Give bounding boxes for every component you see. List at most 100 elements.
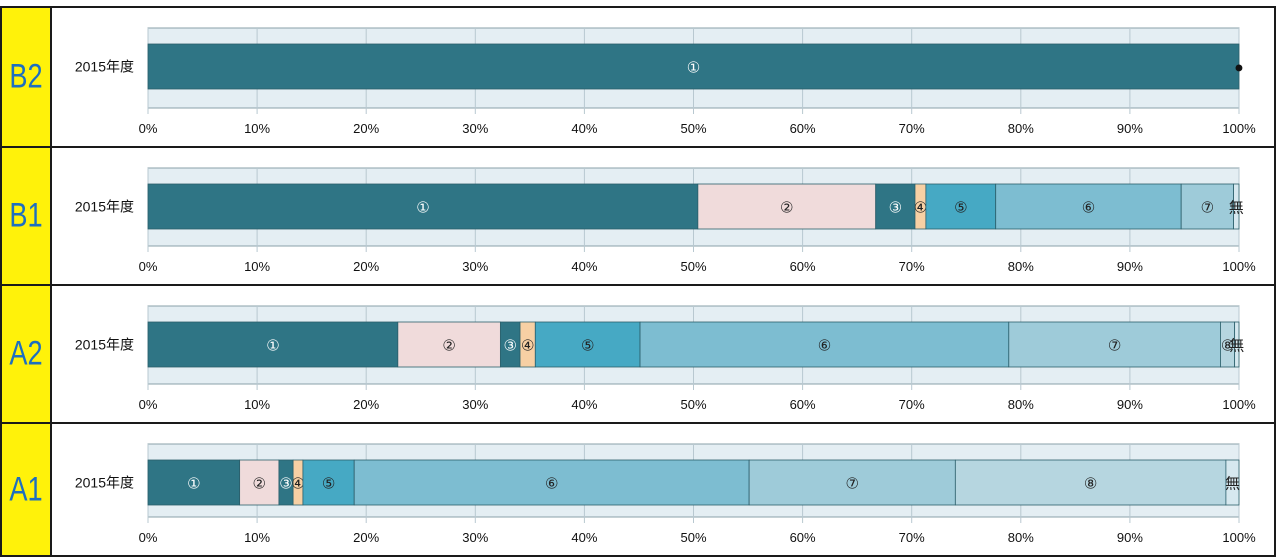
x-tick-label: 90% xyxy=(1117,530,1143,545)
chart-panel-a2: A2 0% 10% 20% 30% 40% 50% 60% 70% 80% 90% 100% 2015年… xyxy=(0,284,1276,424)
x-tick-label: 100% xyxy=(1222,530,1256,545)
x-tick-label: 50% xyxy=(680,397,706,412)
x-tick-label: 40% xyxy=(571,397,597,412)
panel-level-tag: A1 xyxy=(2,424,52,555)
x-tick-label: 100% xyxy=(1222,259,1256,274)
x-tick-label: 100% xyxy=(1222,397,1256,412)
segment-label: ① xyxy=(416,200,429,217)
segment-label: ② xyxy=(780,200,793,217)
x-tick-label: 50% xyxy=(680,530,706,545)
x-tick-label: 90% xyxy=(1117,397,1143,412)
x-tick-label: 40% xyxy=(571,259,597,274)
x-tick-label: 20% xyxy=(353,259,379,274)
segment-label: ⑥ xyxy=(1082,200,1095,217)
x-tick-label: 90% xyxy=(1117,121,1143,136)
chart-panel-a1: A1 0% 10% 20% 30% 40% 50% 60% 70% 80% 90% 100% 2015年… xyxy=(0,422,1276,557)
segment-label: ⑧ xyxy=(1221,338,1234,355)
bar-segment xyxy=(534,321,641,368)
panel-level-label: A1 xyxy=(9,470,43,508)
segment-label: ③ xyxy=(889,200,902,217)
x-tick-label: 10% xyxy=(244,121,270,136)
panel-level-label: A2 xyxy=(9,334,43,373)
bar-segment xyxy=(239,459,280,506)
x-tick-label: 80% xyxy=(1008,121,1034,136)
x-tick-label: 0% xyxy=(139,259,158,274)
segment-label: 無 xyxy=(1229,338,1244,355)
bar-segment xyxy=(147,321,399,368)
x-tick-label: 30% xyxy=(462,530,488,545)
segment-label: ⑥ xyxy=(818,338,831,355)
x-tick-label: 70% xyxy=(899,121,925,136)
category-label: 2015年度 xyxy=(75,59,134,75)
segment-label: ⑥ xyxy=(545,476,558,493)
x-tick-label: 30% xyxy=(462,121,488,136)
x-tick-label: 80% xyxy=(1008,530,1034,545)
chart-svg: 0% 10% 20% 30% 40% 50% 60% 70% 80% 90% 100% 2015年度 ①… xyxy=(75,167,1256,274)
segment-label: 無 xyxy=(1229,200,1244,217)
x-tick-label: 80% xyxy=(1008,259,1034,274)
panel-level-label: B1 xyxy=(9,196,43,235)
segment-label: ① xyxy=(266,338,279,355)
segment-label: ⑤ xyxy=(581,338,594,355)
end-marker: ● xyxy=(1234,60,1244,77)
x-tick-label: 60% xyxy=(790,121,816,136)
panel-level-label: B2 xyxy=(9,57,43,96)
bar-segment xyxy=(302,459,355,506)
x-tick-label: 10% xyxy=(244,530,270,545)
x-tick-label: 80% xyxy=(1008,397,1034,412)
segment-label: ④ xyxy=(914,200,927,217)
x-tick-label: 0% xyxy=(139,530,158,545)
bar-segment xyxy=(1225,459,1240,506)
x-tick-label: 50% xyxy=(680,121,706,136)
panel-level-tag: B1 xyxy=(2,148,52,284)
category-label: 2015年度 xyxy=(75,475,134,491)
x-tick-label: 70% xyxy=(899,530,925,545)
segment-label: ⑤ xyxy=(322,476,335,493)
x-tick-label: 70% xyxy=(899,397,925,412)
chart-svg: 0% 10% 20% 30% 40% 50% 60% 70% 80% 90% 100% 2015年度 ①… xyxy=(75,27,1256,136)
segment-label: ⑦ xyxy=(1108,338,1121,355)
chart-panel-b1: B1 0% 10% 20% 30% 40% 50% 60% 70% 80% 90% 100% 2015年… xyxy=(0,146,1276,286)
x-tick-label: 30% xyxy=(462,259,488,274)
x-tick-label: 60% xyxy=(790,397,816,412)
x-tick-label: 10% xyxy=(244,397,270,412)
x-tick-label: 0% xyxy=(139,121,158,136)
bar-segment xyxy=(1234,321,1240,368)
chart-panel-b2: B2 0% 10% 20% 30% 40% 50% 60% 70% 80% 90% 100% 2015年… xyxy=(0,6,1276,148)
bar-segment xyxy=(639,321,1010,368)
segment-label: ② xyxy=(253,476,266,493)
bar-segment xyxy=(1233,183,1240,230)
segment-label: ③ xyxy=(503,338,516,355)
bar-segment xyxy=(147,43,1240,90)
bar-segment xyxy=(697,183,877,230)
panel-level-tag: A2 xyxy=(2,286,52,422)
segment-label: ⑤ xyxy=(954,200,967,217)
segment-label: ④ xyxy=(291,476,304,493)
chart-svg: 0% 10% 20% 30% 40% 50% 60% 70% 80% 90% 100% 2015年度 ①… xyxy=(75,305,1256,412)
segment-label: ② xyxy=(442,338,455,355)
bar-segment xyxy=(875,183,916,230)
segment-label: ④ xyxy=(521,338,534,355)
bar-segment xyxy=(1008,321,1221,368)
x-tick-label: 20% xyxy=(353,121,379,136)
x-tick-label: 10% xyxy=(244,259,270,274)
segment-label: ⑧ xyxy=(1084,476,1097,493)
bar-segment xyxy=(397,321,501,368)
bar-segment xyxy=(925,183,997,230)
bar-segment xyxy=(353,459,750,506)
segment-label: ⑦ xyxy=(1201,200,1214,217)
bar-segment xyxy=(147,459,241,506)
x-tick-label: 40% xyxy=(571,121,597,136)
chart-svg: 0% 10% 20% 30% 40% 50% 60% 70% 80% 90% 100% 2015年度 ①… xyxy=(75,443,1256,545)
segment-label: 無 xyxy=(1225,476,1240,493)
bar-segment xyxy=(748,459,956,506)
category-label: 2015年度 xyxy=(75,337,134,353)
segment-label: ③ xyxy=(279,476,292,493)
x-tick-label: 0% xyxy=(139,397,158,412)
x-tick-label: 40% xyxy=(571,530,597,545)
x-tick-label: 100% xyxy=(1222,121,1256,136)
x-tick-label: 30% xyxy=(462,397,488,412)
segment-label: ① xyxy=(187,476,200,493)
segment-label: ⑦ xyxy=(846,476,859,493)
